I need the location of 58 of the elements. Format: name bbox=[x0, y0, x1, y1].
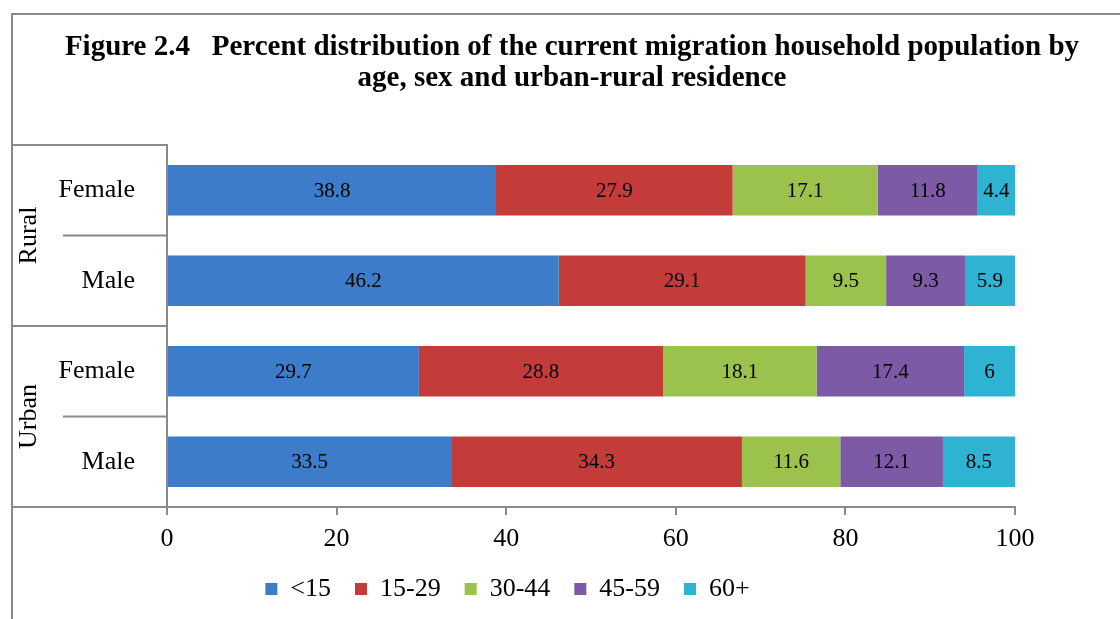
legend-label: 60+ bbox=[708, 572, 750, 602]
data-label: 18.1 bbox=[721, 358, 759, 383]
x-tick-label: 80 bbox=[832, 523, 859, 553]
bar bbox=[168, 164, 497, 216]
data-label: 29.7 bbox=[275, 358, 312, 383]
x-tick-label: 100 bbox=[995, 523, 1035, 553]
data-label: 46.2 bbox=[345, 268, 382, 293]
data-label: 28.8 bbox=[522, 358, 560, 383]
data-label: 38.8 bbox=[313, 177, 351, 202]
data-label: 8.5 bbox=[965, 449, 993, 474]
bar bbox=[732, 164, 878, 216]
bar bbox=[496, 164, 733, 216]
bar bbox=[168, 345, 419, 397]
bar bbox=[877, 164, 978, 216]
legend-label: 30-44 bbox=[489, 572, 551, 602]
bar bbox=[558, 255, 806, 307]
bar bbox=[816, 345, 965, 397]
bar bbox=[741, 436, 841, 488]
y-tick-label: Male bbox=[81, 264, 135, 294]
data-label: 27.9 bbox=[595, 177, 633, 202]
data-label: 9.5 bbox=[832, 268, 859, 293]
bar bbox=[886, 255, 965, 307]
x-tick-label: 40 bbox=[493, 523, 520, 553]
bar bbox=[168, 436, 452, 488]
bar bbox=[942, 436, 1015, 488]
data-label: 33.5 bbox=[291, 449, 328, 474]
data-label: 34.3 bbox=[578, 449, 615, 474]
bar bbox=[451, 436, 742, 488]
bar bbox=[977, 164, 1015, 216]
data-label: 17.1 bbox=[786, 177, 824, 202]
bar bbox=[964, 255, 1015, 307]
bar bbox=[805, 255, 887, 307]
legend-label: 15-29 bbox=[380, 572, 441, 602]
x-tick-label: 20 bbox=[323, 523, 350, 553]
data-label: 5.9 bbox=[976, 268, 1004, 293]
data-label: 6 bbox=[984, 358, 995, 383]
chart-title: Figure 2.4 Percent distribution of the current migration household population by age, sex and urban-rural residence bbox=[63, 29, 1081, 92]
x-tick-label: 60 bbox=[662, 523, 689, 553]
y-tick-label: Female bbox=[58, 174, 135, 204]
x-tick-label: 0 bbox=[160, 523, 174, 553]
data-label: 29.1 bbox=[663, 268, 701, 293]
data-label: 4.4 bbox=[983, 177, 1010, 202]
bar bbox=[168, 255, 559, 307]
y-tick-label: Male bbox=[81, 445, 135, 475]
data-label: 11.8 bbox=[909, 177, 946, 202]
y-tick-label: Female bbox=[58, 355, 135, 385]
legend-label: <15 bbox=[290, 572, 332, 602]
data-label: 9.3 bbox=[912, 268, 939, 293]
text: Rural bbox=[12, 206, 42, 265]
data-label: 11.6 bbox=[773, 449, 810, 474]
data-label: 12.1 bbox=[873, 449, 910, 474]
bar bbox=[840, 436, 943, 488]
data-label: 17.4 bbox=[871, 358, 910, 383]
bar bbox=[418, 345, 664, 397]
legend-label: 45-59 bbox=[599, 572, 660, 602]
bar bbox=[964, 345, 1015, 397]
bar bbox=[663, 345, 817, 397]
text: Urban bbox=[12, 384, 42, 449]
